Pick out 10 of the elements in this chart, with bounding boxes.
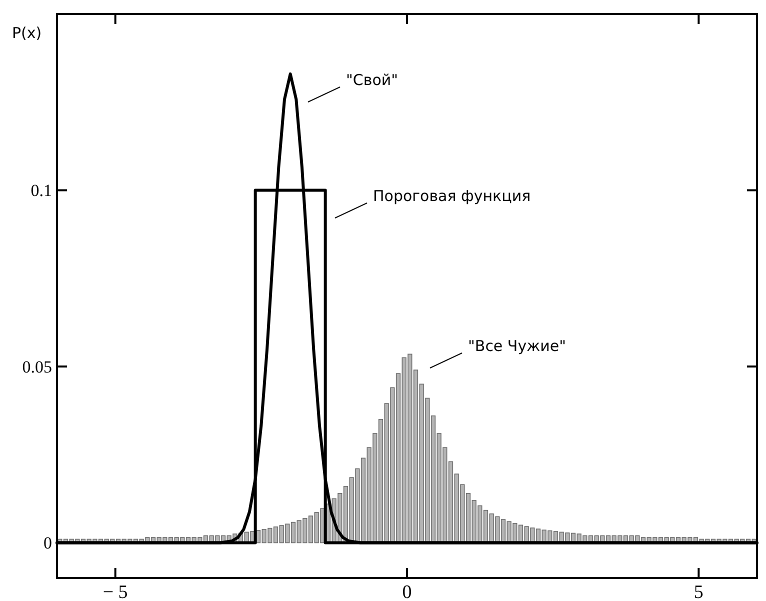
annotation: "Свой" — [346, 71, 398, 89]
x-tick-label: 0 — [402, 582, 412, 601]
y-tick-label: 0.1 — [30, 181, 52, 200]
x-tick-label: 5 — [694, 582, 704, 601]
y-tick-label: 0 — [44, 534, 52, 553]
y-axis-title: P(x) — [12, 24, 42, 42]
annotation: Пороговая функция — [373, 187, 531, 205]
y-tick-label: 0.05 — [22, 357, 52, 376]
x-tick-label: − 5 — [102, 582, 128, 601]
annotation: "Все Чужие" — [468, 337, 566, 355]
